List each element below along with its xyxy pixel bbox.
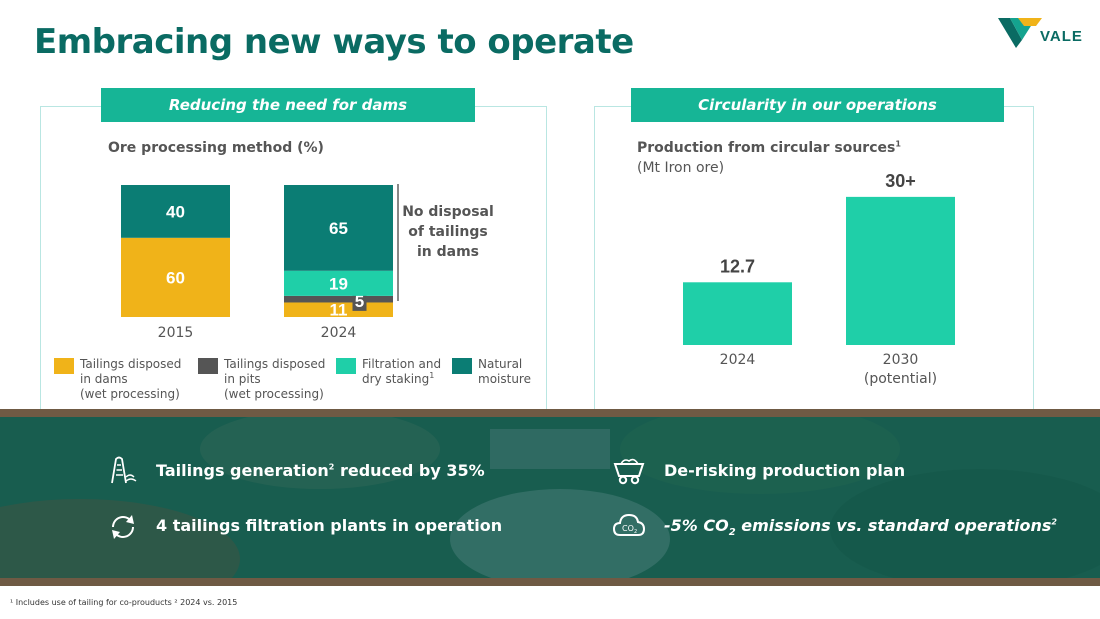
legend-line: in pits xyxy=(224,372,261,386)
kpi-sup: 2 xyxy=(1051,517,1057,527)
kpi-filtration-plants: 4 tailings filtration plants in operatio… xyxy=(156,516,503,535)
right-chart-title: Production from circular sources1 xyxy=(637,140,901,156)
vale-logo xyxy=(998,18,1042,48)
data-label: 65 xyxy=(329,219,348,238)
legend-line: in dams xyxy=(80,372,128,386)
legend-line: Natural xyxy=(478,357,523,371)
legend-line: Tailings disposed xyxy=(80,357,182,371)
annotation-line: of tailings xyxy=(408,224,488,240)
band-top-strip xyxy=(0,409,1100,417)
data-label: 11 xyxy=(330,301,348,320)
svg-text:CO: CO xyxy=(622,524,634,533)
data-label: 5 xyxy=(355,292,364,311)
legend-swatch xyxy=(198,358,218,374)
legend-line: (wet processing) xyxy=(224,387,324,401)
ore-processing-chart: 60 40 2015 11 5 19 65 2024 xyxy=(121,185,393,341)
kpi-sub: 2 xyxy=(728,527,736,539)
kpi-tailings-reduction: Tailings generation2 reduced by 35% xyxy=(156,461,485,480)
band-bottom-strip xyxy=(0,578,1100,586)
cycle-icon xyxy=(112,515,134,539)
legend-line: moisture xyxy=(478,372,531,386)
bar-segment xyxy=(284,185,393,271)
legend-line: Tailings disposed xyxy=(224,357,326,371)
legend-swatch xyxy=(54,358,74,374)
vale-logo-text: VALE xyxy=(1040,28,1083,45)
bar xyxy=(683,282,792,345)
page-title: Embracing new ways to operate xyxy=(34,22,634,62)
legend-sup: 1 xyxy=(429,371,435,380)
annotation-line: No disposal xyxy=(402,204,494,220)
category-label: 2030 xyxy=(883,352,919,368)
legend-swatch xyxy=(336,358,356,374)
category-label: 2015 xyxy=(158,325,194,341)
category-label: 2024 xyxy=(321,325,357,341)
tailings-icon xyxy=(111,456,137,484)
right-panel-header: Circularity in our operations xyxy=(631,88,1004,122)
kpi-text: -5% CO xyxy=(664,516,729,535)
left-panel-header: Reducing the need for dams xyxy=(101,88,475,122)
kpi-text: Tailings generation xyxy=(156,461,329,480)
svg-text:2: 2 xyxy=(634,529,637,535)
circular-production-chart: 12.7 2024 30+ 2030 (potential) xyxy=(683,171,955,387)
legend-line: dry staking xyxy=(362,372,430,386)
data-label: 19 xyxy=(329,274,348,293)
data-label: 40 xyxy=(166,202,185,221)
bar-segment xyxy=(284,270,393,296)
bar-segment xyxy=(284,295,393,303)
bar xyxy=(846,196,955,345)
kpi-derisking: De-risking production plan xyxy=(664,461,906,480)
left-chart-title: Ore processing method (%) xyxy=(108,140,324,156)
kpi-text: emissions vs. standard operations xyxy=(735,516,1052,535)
kpi-sup: 2 xyxy=(328,462,335,472)
bar-segment xyxy=(121,185,230,238)
data-label-bg xyxy=(352,290,367,311)
kpi-text: reduced by 35% xyxy=(334,461,485,480)
legend-line: Filtration and xyxy=(362,357,442,371)
data-label: 60 xyxy=(166,268,185,287)
right-chart-title-sup: 1 xyxy=(895,139,901,149)
right-chart-subtitle: (Mt Iron ore) xyxy=(637,160,725,176)
annotation-line: in dams xyxy=(416,244,480,260)
data-label: 30+ xyxy=(885,171,916,191)
category-label: 2024 xyxy=(720,352,756,368)
data-label: 12.7 xyxy=(720,256,755,276)
legend-swatch xyxy=(452,358,472,374)
kpi-band: Tailings generation2 reduced by 35% 4 ta… xyxy=(0,409,1100,586)
category-note: (potential) xyxy=(864,371,937,387)
footnote: ¹ Includes use of tailing for co-prouduc… xyxy=(10,598,238,607)
band-overlay xyxy=(0,409,1100,586)
annotation-bracket xyxy=(397,184,399,301)
kpi-co2-emissions: -5% CO2 emissions vs. standard operation… xyxy=(664,516,1057,539)
no-disposal-annotation: No disposal of tailings in dams xyxy=(402,202,494,262)
mine-cart-icon xyxy=(613,458,645,485)
co2-cloud-icon: CO 2 xyxy=(612,513,646,536)
legend-line: (wet processing) xyxy=(80,387,180,401)
bar-segment xyxy=(121,237,230,317)
right-chart-title-text: Production from circular sources xyxy=(637,140,896,156)
